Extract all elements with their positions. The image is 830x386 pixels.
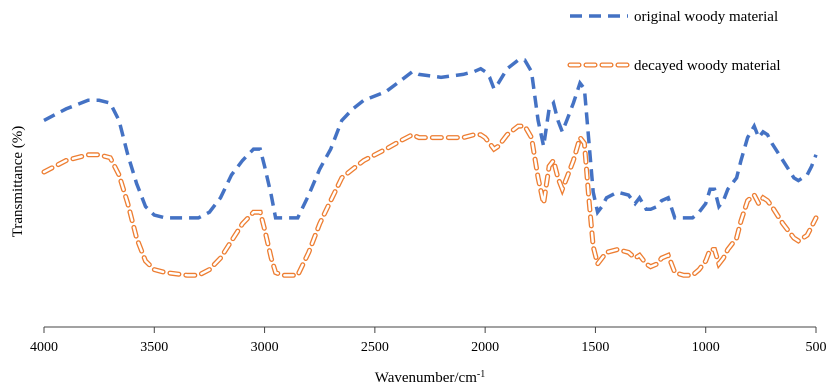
x-tick-label: 500 [806,340,827,355]
legend: original woody material decayed woody mat… [567,9,781,74]
x-axis-title-superscript: -1 [477,369,485,380]
x-tick-label: 2000 [471,340,499,355]
x-tick-label: 3000 [251,340,279,355]
y-axis-title: Transmittance (%) [10,126,26,238]
x-tick-label: 1000 [692,340,720,355]
legend-label-original-woody-material: original woody material [634,9,778,25]
x-tick-label: 1500 [581,340,609,355]
series-line-original-woody-material [43,58,818,220]
x-tick-label: 2500 [361,340,389,355]
legend-label-decayed-woody-material: decayed woody material [634,58,781,74]
x-axis-title-text: Wavenumber/cm [375,370,477,386]
x-axis-ticks: 4000 3500 3000 2500 2000 1500 1000 500 [30,327,827,355]
x-axis-title: Wavenumber/cm-1 [375,369,485,386]
series-layer [41,58,819,278]
series-line-decayed-woody-material [41,123,819,278]
x-tick-label: 3500 [140,340,168,355]
x-tick-label: 4000 [30,340,58,355]
series-line-inner-decayed-woody-material [42,124,818,277]
